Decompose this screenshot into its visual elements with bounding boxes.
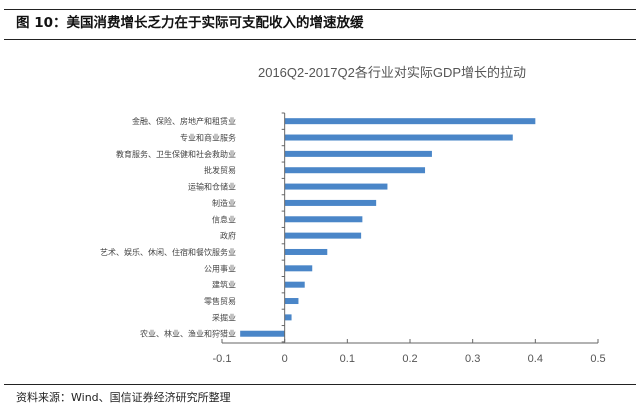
bar xyxy=(240,330,285,337)
bar xyxy=(284,265,313,272)
bar xyxy=(284,232,362,239)
category-label: 批发贸易 xyxy=(204,165,236,175)
category-label: 建筑业 xyxy=(212,280,236,290)
chart-title: 2016Q2-2017Q2各行业对实际GDP增长的拉动 xyxy=(258,65,526,80)
category-label: 公用事业 xyxy=(204,263,236,273)
category-label: 信息业 xyxy=(212,214,236,224)
x-tick-label: 0.2 xyxy=(402,353,417,365)
x-tick-label: 0.3 xyxy=(465,353,480,365)
bar xyxy=(284,298,299,305)
category-label: 农业、林业、渔业和狩猎业 xyxy=(140,329,236,339)
x-tick-label: 0.1 xyxy=(340,353,355,365)
bar xyxy=(284,216,363,223)
bar xyxy=(284,118,536,125)
category-label: 金融、保险、房地产和租赁业 xyxy=(132,116,236,126)
bar xyxy=(284,248,328,255)
bar xyxy=(284,150,432,157)
bar xyxy=(284,281,305,288)
category-label: 专业和商业服务 xyxy=(180,133,236,143)
category-label: 政府 xyxy=(220,231,236,241)
bar xyxy=(284,167,426,174)
category-label: 零售贸易 xyxy=(204,296,236,306)
x-tick-label: -0.1 xyxy=(213,353,232,365)
source-note: 资料来源：Wind、国信证券经济研究所整理 xyxy=(16,391,231,404)
category-label: 采掘业 xyxy=(212,312,236,322)
category-label: 运输和仓储业 xyxy=(188,182,236,192)
top-rule xyxy=(4,9,636,10)
bar xyxy=(284,199,377,206)
x-tick-label: 0.4 xyxy=(528,353,543,365)
footer-rule xyxy=(4,384,636,385)
bar xyxy=(284,314,292,321)
title-rule xyxy=(4,39,636,40)
figure-title: 图 10：美国消费增长乏力在于实际可支配收入的增速放缓 xyxy=(16,15,364,31)
category-label: 制造业 xyxy=(212,198,236,208)
x-tick-label: 0 xyxy=(282,353,288,365)
bar xyxy=(284,134,513,141)
category-label: 教育服务、卫生保健和社会救助业 xyxy=(116,149,236,159)
category-label: 艺术、娱乐、休闲、住宿和餐饮服务业 xyxy=(100,247,236,257)
bar xyxy=(284,183,388,190)
x-tick-label: 0.5 xyxy=(590,353,605,365)
